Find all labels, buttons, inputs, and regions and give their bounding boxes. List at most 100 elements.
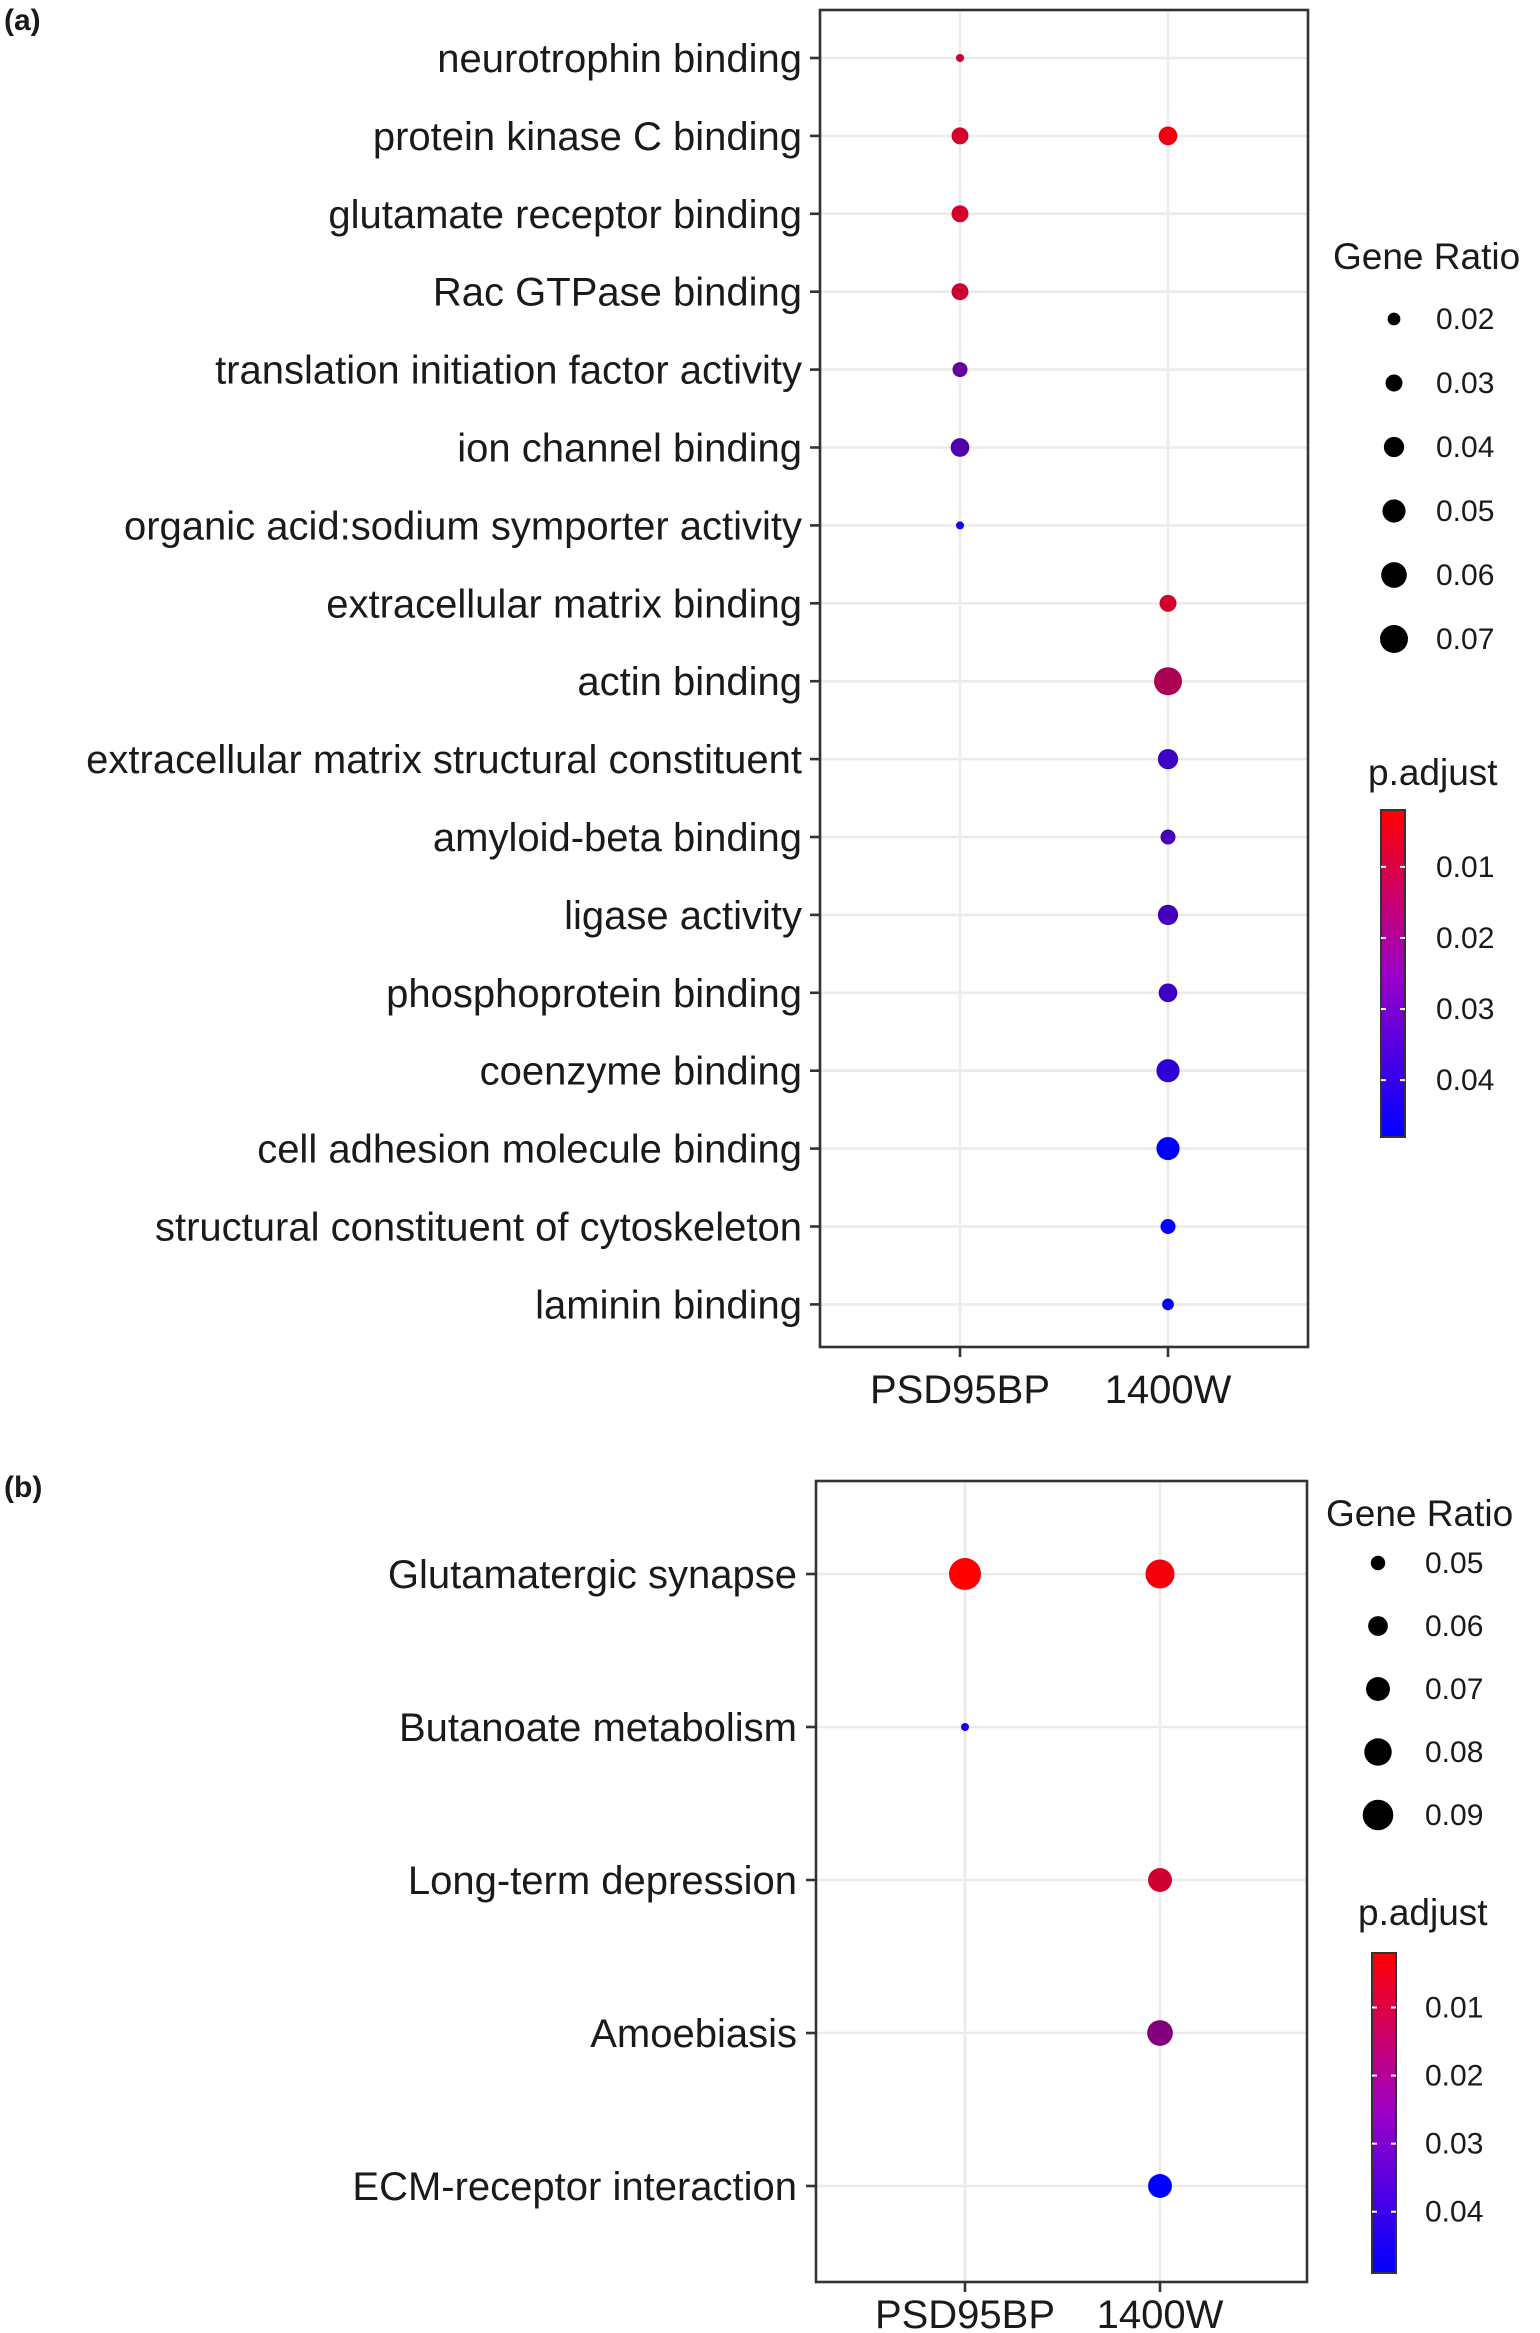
color-legend-label: 0.01 [1436,851,1494,884]
color-legend-label: 0.02 [1425,2060,1483,2093]
x-axis-label: 1400W [1097,2293,1224,2333]
grid-lines [820,10,1308,1347]
size-legend-title: Gene Ratio [1333,236,1520,277]
color-legend-label: 0.01 [1425,1991,1483,2024]
color-legend: p.adjust 0.01 0.02 0.03 0.04 [1368,752,1498,1138]
size-legend-label: 0.05 [1436,495,1494,528]
y-axis-label: ligase activity [564,894,802,938]
plot-panel-border [814,1479,1309,2284]
y-axis-labels: Glutamatergic synapse Butanoate metabolis… [352,1553,797,2209]
size-legend-key [1381,562,1407,588]
y-axis-label: translation initiation factor activity [215,349,802,393]
y-axis-label: glutamate receptor binding [328,193,802,237]
size-legend: Gene Ratio 0.02 0.03 0.04 0.05 0.06 0.07 [1333,236,1520,656]
data-point [1158,983,1178,1003]
data-point [1148,1868,1172,1892]
size-legend-key [1385,374,1403,392]
y-axis-label: coenzyme binding [480,1050,802,1094]
panel-tag: (a) [4,4,41,37]
size-legend-label: 0.05 [1425,1547,1483,1580]
data-point [1156,1137,1180,1161]
axis-ticks [810,56,1170,1357]
data-point [950,438,970,457]
y-axis-label: neurotrophin binding [437,37,802,81]
data-point [1145,1559,1175,1589]
data-point [1160,829,1176,845]
data-point [1157,748,1179,770]
color-legend-label: 0.04 [1436,1064,1494,1097]
size-legend-key [1368,1616,1388,1636]
data-point [1158,126,1178,146]
color-legend-label: 0.03 [1425,2128,1483,2161]
y-axis-label: ECM-receptor interaction [352,2165,797,2209]
size-legend-label: 0.08 [1425,1736,1483,1769]
grid-lines [816,1481,1307,2282]
data-point [956,54,964,62]
panel-tag: (b) [4,1471,42,1504]
y-axis-label: Butanoate metabolism [399,1706,797,1750]
size-legend-label: 0.06 [1425,1610,1483,1643]
y-axis-label: Rac GTPase binding [433,271,802,315]
size-legend-key [1364,1738,1392,1766]
data-point [951,283,969,301]
y-axis-label: Amoebiasis [590,2012,797,2056]
data-point [1147,2020,1173,2046]
y-axis-label: extracellular matrix structural constitu… [86,738,802,782]
color-legend-label: 0.04 [1425,2196,1483,2229]
y-axis-label: protein kinase C binding [373,115,802,159]
data-point [952,362,968,378]
color-legend-label: 0.03 [1436,993,1494,1026]
color-bar [1380,809,1406,1138]
data-points [950,54,1182,1311]
y-axis-label: amyloid-beta binding [433,816,802,860]
x-axis-label: PSD95BP [875,2293,1055,2333]
size-legend-key [1380,625,1408,653]
y-axis-label: laminin binding [535,1283,802,1327]
size-legend-title: Gene Ratio [1326,1493,1513,1534]
y-axis-label: Glutamatergic synapse [388,1553,797,1597]
size-legend-label: 0.07 [1425,1673,1483,1706]
panel-a: (a) neurotrophin binding protein kinase C… [4,4,1520,1412]
size-legend-label: 0.09 [1425,1799,1483,1832]
x-axis-labels: PSD95BP 1400W [875,2293,1224,2333]
x-axis-label: 1400W [1105,1368,1232,1412]
y-axis-label: organic acid:sodium symporter activity [124,504,802,548]
data-points [949,1558,1175,2198]
size-legend-key [1382,499,1406,523]
size-legend-key [1370,1555,1386,1571]
size-legend-label: 0.07 [1436,623,1494,656]
size-legend-key [1362,1799,1394,1831]
y-axis-label: phosphoprotein binding [386,972,802,1016]
size-legend-label: 0.02 [1436,303,1494,336]
y-axis-label: cell adhesion molecule binding [257,1128,802,1172]
y-axis-label: ion channel binding [457,427,802,471]
size-legend-label: 0.03 [1436,367,1494,400]
size-legend: Gene Ratio 0.05 0.06 0.07 0.08 0.09 [1326,1493,1513,1832]
plot-panel-border [818,8,1310,1349]
y-axis-label: structural constituent of cytoskeleton [155,1206,802,1250]
data-point [1148,2174,1172,2198]
data-point [949,1558,981,1590]
size-legend-key [1387,312,1401,326]
data-point [1154,667,1182,696]
color-legend-title: p.adjust [1358,1892,1488,1933]
y-axis-label: extracellular matrix binding [326,582,802,626]
data-point [951,127,969,145]
data-point [1156,1059,1180,1083]
color-legend-title: p.adjust [1368,752,1498,793]
axis-ticks [806,1572,1162,2292]
data-point [1162,1298,1174,1311]
color-legend: p.adjust 0.01 0.02 0.03 0.04 [1358,1892,1488,2274]
x-axis-labels: PSD95BP 1400W [870,1368,1232,1412]
size-legend-key [1366,1677,1390,1701]
data-point [951,205,969,223]
data-point [956,521,964,530]
y-axis-label: Long-term depression [408,1859,797,1903]
y-axis-labels: neurotrophin binding protein kinase C bin… [86,37,802,1327]
size-legend-label: 0.04 [1436,431,1494,464]
y-axis-label: actin binding [577,660,802,704]
data-point [1160,1218,1176,1235]
color-bar [1371,1952,1397,2274]
size-legend-label: 0.06 [1436,559,1494,592]
